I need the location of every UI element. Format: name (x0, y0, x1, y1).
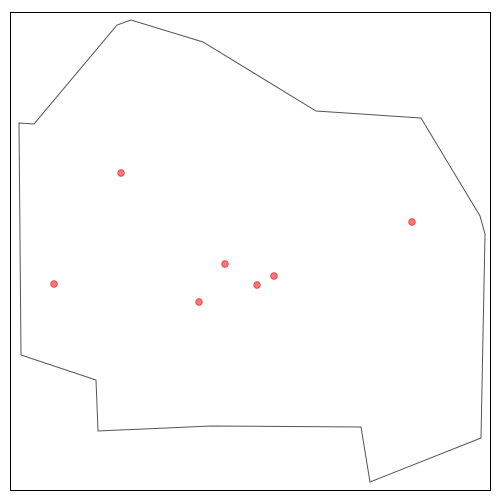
map-point[interactable] (221, 260, 229, 268)
points-layer (50, 169, 416, 306)
map-point[interactable] (270, 272, 278, 280)
region-boundary (18, 19, 486, 483)
map-frame (10, 12, 491, 491)
map-point[interactable] (408, 218, 416, 226)
map-point[interactable] (50, 280, 58, 288)
map-point[interactable] (195, 298, 203, 306)
map-point[interactable] (253, 281, 261, 289)
map-point[interactable] (117, 169, 125, 177)
